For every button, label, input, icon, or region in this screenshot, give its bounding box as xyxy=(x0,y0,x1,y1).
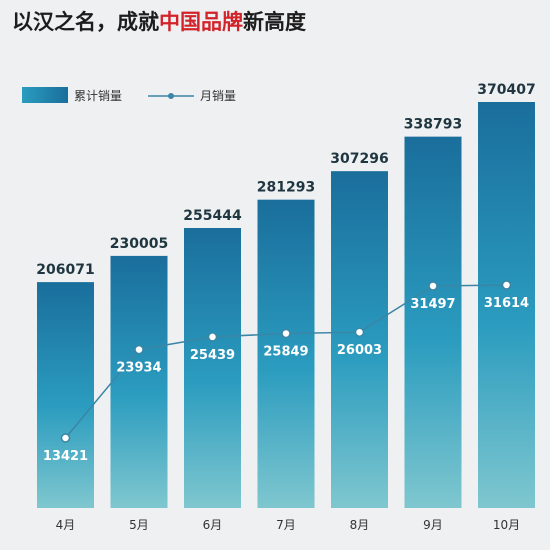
bar-5月 xyxy=(110,255,168,508)
bar-value-label: 206071 xyxy=(36,262,94,278)
bar-7月 xyxy=(257,199,315,508)
legend-label-cumulative: 累计销量 xyxy=(74,89,122,103)
title-highlight: 中国品牌 xyxy=(159,10,243,34)
bar-value-label: 370407 xyxy=(477,82,535,98)
title-prefix: 以汉之名，成就 xyxy=(12,10,159,34)
monthly-value-label: 31614 xyxy=(484,296,529,311)
labels-group: 206071 4月 230005 5月 255444 6月 281293 7月 307296 8月… xyxy=(36,82,535,532)
x-tick-label: 10月 xyxy=(493,518,520,532)
bar-value-label: 338793 xyxy=(404,117,462,133)
monthly-point xyxy=(134,344,144,355)
bar-value-label: 255444 xyxy=(183,208,242,224)
legend-marker-monthly xyxy=(168,93,174,99)
monthly-point xyxy=(354,327,365,337)
legend-label-monthly: 月销量 xyxy=(200,89,236,103)
bars-group xyxy=(37,102,535,509)
title-suffix: 新高度 xyxy=(243,10,306,34)
monthly-point xyxy=(281,328,291,339)
monthly-point xyxy=(207,332,218,342)
x-tick-label: 8月 xyxy=(350,518,370,532)
legend: 累计销量 月销量 xyxy=(22,87,236,103)
x-tick-label: 9月 xyxy=(423,518,443,532)
monthly-value-label: 26003 xyxy=(337,343,382,358)
bar-8月 xyxy=(331,171,388,509)
monthly-value-label: 13421 xyxy=(43,449,88,464)
chart-title: 以汉之名，成就中国品牌新高度 xyxy=(12,6,306,36)
monthly-point xyxy=(60,433,71,443)
x-tick-label: 6月 xyxy=(203,518,223,532)
bar-value-label: 230005 xyxy=(110,236,168,252)
bar-4月 xyxy=(37,282,94,508)
bar-9月 xyxy=(404,136,462,508)
monthly-value-label: 31497 xyxy=(410,297,455,312)
x-tick-label: 4月 xyxy=(56,518,76,532)
bar-value-label: 281293 xyxy=(257,180,315,196)
monthly-value-label: 23934 xyxy=(116,361,161,376)
bar-10月 xyxy=(478,102,535,508)
monthly-point xyxy=(501,280,512,290)
x-tick-label: 7月 xyxy=(276,518,296,532)
legend-swatch-cumulative xyxy=(22,87,68,103)
bar-value-label: 307296 xyxy=(330,151,388,167)
monthly-value-label: 25439 xyxy=(190,348,235,363)
x-tick-label: 5月 xyxy=(129,518,149,532)
line-group xyxy=(60,280,512,443)
monthly-value-label: 25849 xyxy=(263,344,308,359)
bar-6月 xyxy=(184,228,241,508)
monthly-point xyxy=(428,281,438,291)
